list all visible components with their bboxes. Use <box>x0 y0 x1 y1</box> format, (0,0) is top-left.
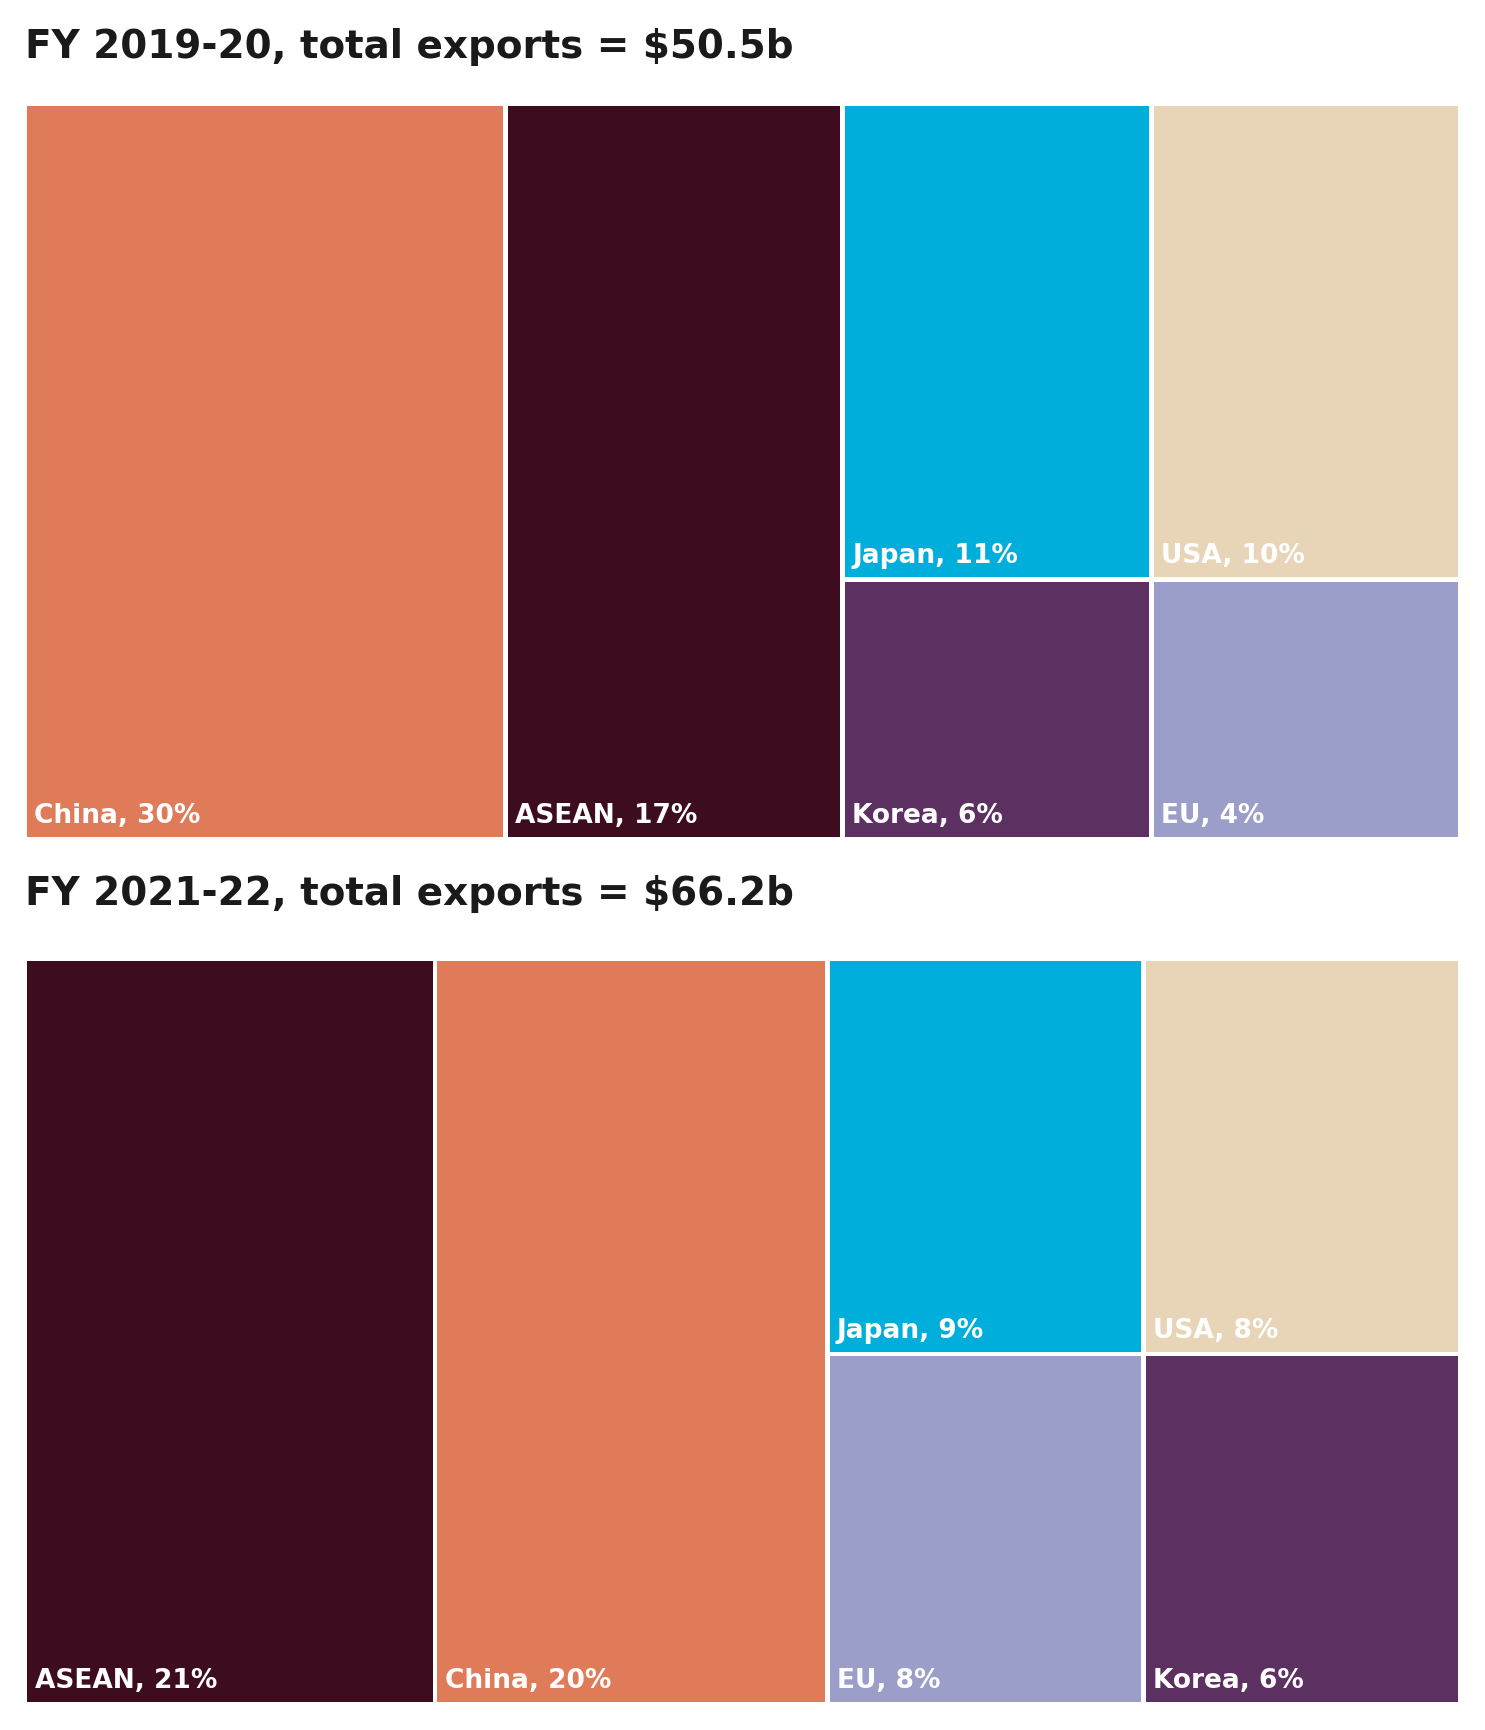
Text: China, 20%: China, 20% <box>444 1666 610 1692</box>
Text: ASEAN, 21%: ASEAN, 21% <box>34 1666 217 1692</box>
Text: EU, 8%: EU, 8% <box>838 1666 940 1692</box>
Text: Korea, 6%: Korea, 6% <box>1154 1666 1304 1692</box>
Bar <box>845 583 1149 837</box>
Text: USA, 8%: USA, 8% <box>1154 1317 1279 1342</box>
Text: ASEAN, 17%: ASEAN, 17% <box>515 803 696 829</box>
Text: FY 2019-20, total exports = $50.5b: FY 2019-20, total exports = $50.5b <box>25 28 793 66</box>
Bar <box>438 962 826 1702</box>
Bar <box>1146 1356 1458 1702</box>
Bar <box>27 107 503 837</box>
Text: Japan, 11%: Japan, 11% <box>852 543 1017 569</box>
Bar <box>830 1356 1142 1702</box>
Text: Korea, 6%: Korea, 6% <box>852 803 1002 829</box>
Text: China, 30%: China, 30% <box>34 803 200 829</box>
Bar <box>1146 962 1458 1351</box>
Text: EU, 4%: EU, 4% <box>1161 803 1264 829</box>
Bar <box>1154 583 1458 837</box>
Bar <box>845 107 1149 578</box>
Bar <box>1154 107 1458 578</box>
Text: FY 2021-22, total exports = $66.2b: FY 2021-22, total exports = $66.2b <box>25 874 794 912</box>
Bar <box>830 962 1142 1351</box>
Text: Japan, 9%: Japan, 9% <box>838 1317 985 1342</box>
Bar <box>508 107 841 837</box>
Bar <box>27 962 432 1702</box>
Text: USA, 10%: USA, 10% <box>1161 543 1305 569</box>
